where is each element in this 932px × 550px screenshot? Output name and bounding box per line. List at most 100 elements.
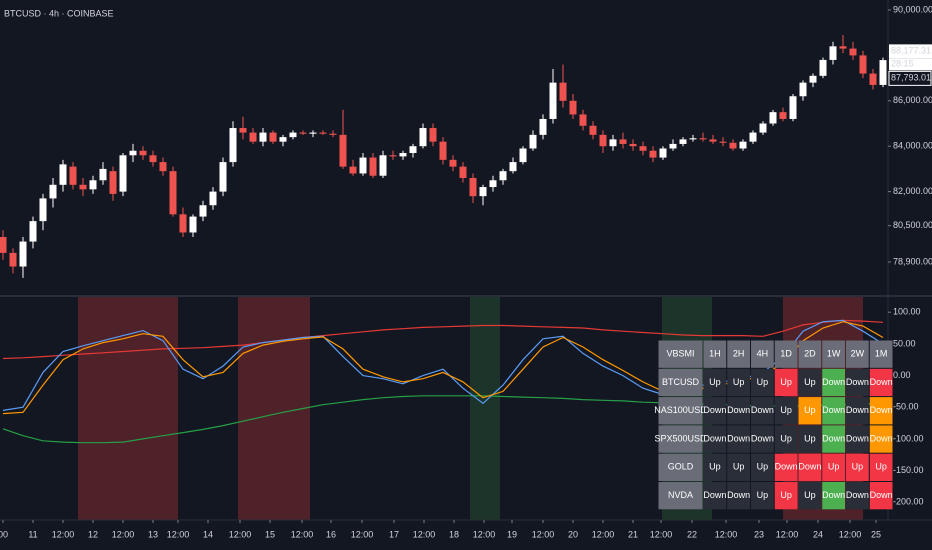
candle-body [559, 82, 567, 101]
table-cell-text: Up [828, 462, 840, 472]
y-tick-label: 80,500.00 [893, 220, 932, 230]
table-header-text: 1H [709, 349, 721, 359]
chart-title: BTCUSD · 4h · COINBASE [4, 8, 114, 18]
table-header-text: 1M [875, 349, 888, 359]
candle-body [479, 187, 487, 197]
axes: 90,000.00 86,000.00 84,000.00 82,000.00 80,5… [0, 4, 932, 539]
candle-body [239, 128, 247, 133]
candle-body [729, 142, 737, 149]
x-tick-label: 12:00 [351, 529, 374, 539]
table-cell-text: Down [870, 405, 893, 415]
candle-body [439, 141, 447, 160]
candle-body [139, 150, 147, 156]
table-cell-text: Down [822, 405, 845, 415]
candle-body [649, 150, 657, 158]
table-cell-text: Up [804, 405, 816, 415]
candle-body [319, 132, 327, 134]
table-cell [798, 397, 822, 425]
candle-body [349, 166, 357, 174]
table-row-name-cell [658, 397, 703, 425]
x-tick-label: 18 [449, 529, 459, 539]
candle-body [389, 155, 397, 157]
candle-body [79, 184, 87, 190]
table-cell [822, 482, 845, 510]
table-cell-text: Down [751, 433, 774, 443]
x-tick-label: 23 [754, 529, 764, 539]
candle-body [89, 180, 97, 190]
y-tick-label: -50.00 [893, 402, 919, 412]
table-header-text: VBSMI [666, 349, 694, 359]
table-cell-text: Up [757, 462, 769, 472]
table-cell [703, 397, 727, 425]
table-cell-text: Down [846, 490, 869, 500]
last-price-label: 87,793.01 [891, 73, 931, 83]
candle-body [599, 134, 607, 147]
candle-body [839, 46, 847, 49]
table-header-cell [703, 340, 727, 368]
table-cell [751, 397, 774, 425]
candle-body [579, 114, 587, 126]
table-cell-text: Down [870, 490, 893, 500]
x-tick-label: 12:00 [229, 529, 252, 539]
signal-zone [238, 297, 310, 520]
table-cell [846, 453, 869, 481]
table-cell [798, 482, 822, 510]
table-cell-text: Down [751, 405, 774, 415]
candle-body [409, 146, 417, 154]
table-header-text: 2H [733, 349, 745, 359]
candle-body [699, 138, 707, 140]
candle-body [19, 241, 27, 267]
table-cell-text: Up [733, 462, 745, 472]
candle-body [169, 171, 177, 215]
candle-body [269, 132, 277, 142]
y-tick-label: 50.00 [893, 338, 916, 348]
table-cell-text: Down [775, 462, 798, 472]
table-header-text: 1W [827, 349, 841, 359]
table-cell [703, 453, 727, 481]
price-marker-label: 88,177.31 [891, 46, 931, 56]
candle-body [279, 137, 287, 142]
x-tick-label: 12:00 [52, 529, 75, 539]
table-header-text: 4H [757, 349, 769, 359]
candle-body [819, 59, 827, 76]
table-cell-text: Up [757, 377, 769, 387]
candle-body [539, 118, 547, 135]
table-cell [798, 425, 822, 453]
candle-body [189, 216, 197, 233]
x-tick-label: 20 [568, 529, 578, 539]
candle-body [179, 214, 187, 233]
table-cell [703, 425, 727, 453]
indicator-line [2, 319, 884, 360]
candle-body [249, 132, 257, 142]
candle-body [739, 141, 747, 149]
table-cell [822, 368, 845, 397]
table-cell-text: Up [780, 377, 792, 387]
table-cell [774, 368, 798, 397]
candle-body [779, 112, 787, 119]
table-cell [822, 425, 845, 453]
table-header-text: 1D [780, 349, 792, 359]
x-tick-label: 12:00 [839, 529, 862, 539]
table-cell [727, 425, 750, 453]
x-tick-label: 12:00 [776, 529, 799, 539]
table-header-cell [774, 340, 798, 368]
table-cell [822, 397, 845, 425]
table-header-cell [727, 340, 750, 368]
table-header-cell [869, 340, 893, 368]
candle-body [519, 148, 527, 163]
candle-body [869, 73, 877, 85]
x-tick-label: 13 [148, 529, 158, 539]
table-cell-text: Up [804, 490, 816, 500]
table-cell [774, 425, 798, 453]
candle-body [829, 46, 837, 60]
table-header-cell [798, 340, 822, 368]
status-table: VBSMI 1H 2H 4H 1D 2D 1W 2W 1M BTCUSD Up Up Up Up Up Dow… [654, 340, 893, 510]
table-cell-text: Up [804, 377, 816, 387]
table-cell-text: Down [870, 377, 893, 387]
table-header-text: 2D [804, 349, 816, 359]
price-pane [0, 34, 887, 278]
table-cell-text: Down [846, 377, 869, 387]
candle-body [309, 132, 317, 134]
